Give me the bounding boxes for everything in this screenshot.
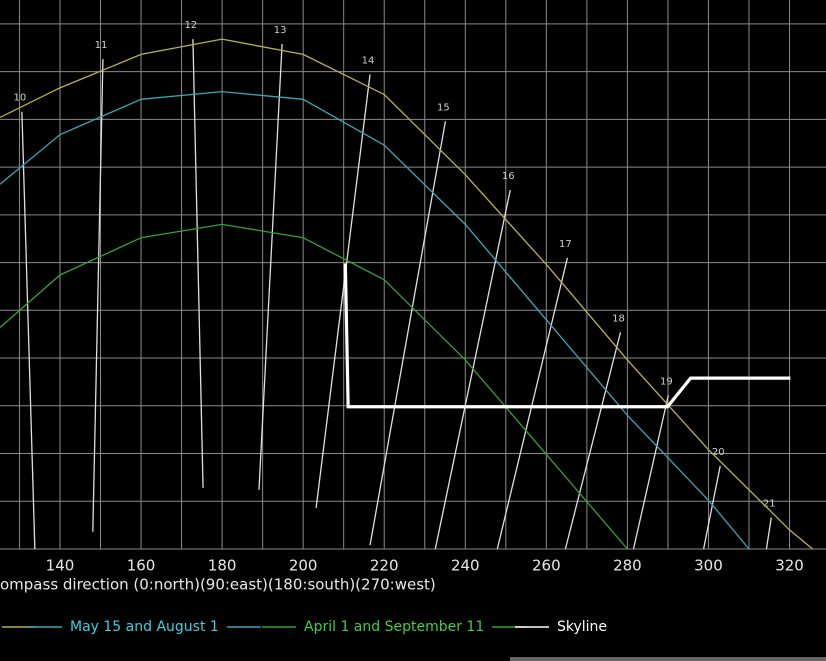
legend-label: April 1 and September 11	[304, 619, 484, 635]
hour-label: 21	[763, 498, 776, 509]
hour-line	[496, 257, 569, 550]
hour-label: 13	[274, 25, 287, 36]
hour-label: 14	[362, 55, 375, 66]
hour-line	[315, 74, 371, 509]
x-tick-label: 280	[613, 557, 642, 575]
hour-line	[632, 395, 669, 550]
x-tick-label: 260	[532, 557, 561, 575]
x-tick-label: 180	[208, 557, 237, 575]
series-line	[0, 91, 750, 550]
x-tick-label: 320	[775, 557, 804, 575]
x-tick-label: 240	[451, 557, 480, 575]
x-axis-label: ompass direction (0:north)(90:east)(180:…	[0, 576, 436, 594]
hour-line	[92, 59, 104, 532]
hour-label: 11	[95, 40, 108, 51]
hour-line	[21, 111, 36, 550]
hour-line	[702, 465, 721, 550]
hour-label: 19	[660, 376, 673, 387]
hour-label: 15	[437, 102, 450, 113]
hour-label: 20	[712, 447, 725, 458]
x-tick-label: 160	[127, 557, 156, 575]
series-line	[0, 223, 628, 550]
hour-line	[192, 39, 204, 488]
hour-label: 17	[559, 239, 572, 250]
x-tick-label: 140	[46, 557, 75, 575]
hour-line	[765, 517, 772, 550]
legend-label: May 15 and August 1	[70, 619, 219, 635]
series-line	[343, 263, 791, 409]
hour-label: 18	[612, 313, 625, 324]
legend-label: Skyline	[557, 619, 607, 635]
series-line	[0, 38, 814, 550]
x-tick-label: 300	[694, 557, 723, 575]
hour-label: 10	[14, 93, 27, 104]
bottom-bar	[510, 657, 826, 661]
hour-line	[564, 332, 622, 550]
x-tick-label: 220	[370, 557, 399, 575]
x-tick-label: 200	[289, 557, 318, 575]
hour-label: 16	[502, 171, 515, 182]
hour-label: 12	[185, 20, 198, 31]
hour-line	[258, 43, 283, 490]
